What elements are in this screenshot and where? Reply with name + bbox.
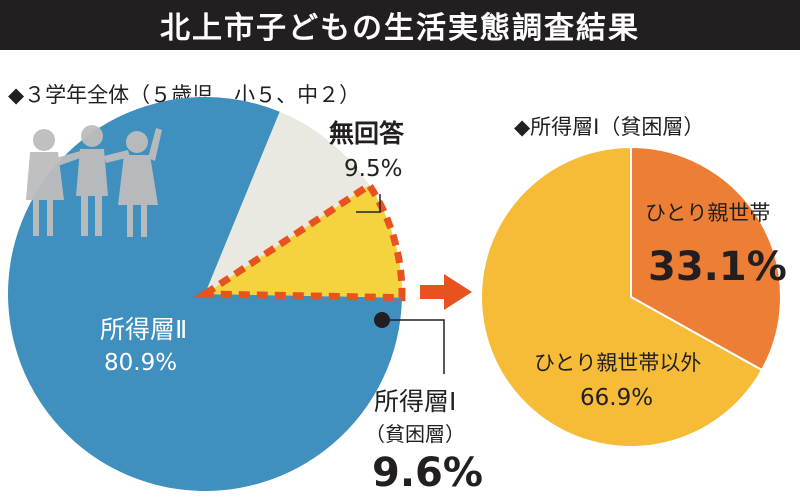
slice-label-single-parent: ひとり親世帯 <box>645 201 770 225</box>
slice-value-other: 66.9% <box>580 385 653 411</box>
slice-sublabel-income1: （貧困層） <box>365 422 465 446</box>
leader-line-income1 <box>382 319 445 374</box>
pie-slice-income1 <box>193 180 406 302</box>
pie-slice-single-parent <box>630 145 782 372</box>
slice-value-income1: 9.6% <box>372 450 483 496</box>
slice-value-noanswer: 9.5% <box>344 156 402 182</box>
leader-line-noanswer <box>356 194 381 213</box>
slice-label-income1: 所得層Ⅰ <box>374 387 456 416</box>
page-title: 北上市子どもの生活実態調査結果 <box>0 0 800 50</box>
pie-slice-other <box>480 145 764 448</box>
pie-right <box>480 145 782 448</box>
children-silhouette-icon <box>26 125 162 237</box>
arrow-icon <box>420 274 472 310</box>
slice-label-other: ひとり親世帯以外 <box>534 351 701 375</box>
slice-label-income2: 所得層Ⅱ <box>100 315 187 344</box>
slice-value-income2: 80.9% <box>104 350 177 376</box>
slice-label-noanswer: 無回答 <box>329 119 405 148</box>
slice-value-single-parent: 33.1% <box>648 244 787 290</box>
income1-marker-dot <box>374 312 390 328</box>
pie-slice-noanswer <box>205 111 370 294</box>
chart-title-right: ◆所得層Ⅰ（貧困層） <box>514 115 704 139</box>
